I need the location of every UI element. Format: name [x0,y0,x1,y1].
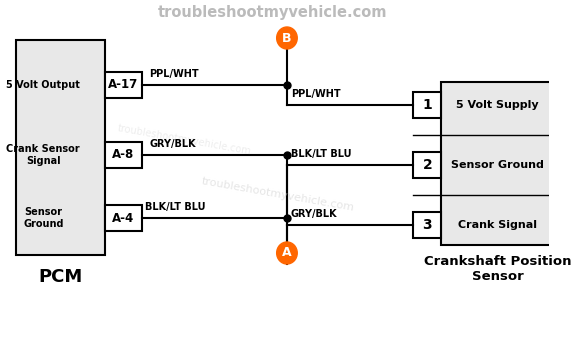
Text: GRY/BLK: GRY/BLK [291,209,338,219]
FancyBboxPatch shape [441,82,553,245]
Text: BLK/LT BLU: BLK/LT BLU [145,202,205,212]
Text: PPL/WHT: PPL/WHT [150,69,199,79]
Text: GRY/BLK: GRY/BLK [150,139,196,149]
Text: Crank Sensor
Signal: Crank Sensor Signal [6,144,80,166]
Text: 3: 3 [422,218,432,232]
Text: A-8: A-8 [112,148,135,161]
Text: BLK/LT BLU: BLK/LT BLU [291,149,351,159]
Text: B: B [282,32,292,44]
FancyBboxPatch shape [413,212,441,238]
Text: Sensor
Ground: Sensor Ground [23,207,64,229]
Text: troubleshootmyvehicle.com: troubleshootmyvehicle.com [200,177,355,214]
Text: PCM: PCM [38,268,82,286]
Text: PPL/WHT: PPL/WHT [291,89,340,99]
Text: troubleshootmyvehicle.com: troubleshootmyvehicle.com [158,6,387,21]
Circle shape [277,242,297,264]
FancyBboxPatch shape [16,40,104,255]
Text: 5 Volt Supply: 5 Volt Supply [456,100,539,110]
Text: A-4: A-4 [112,211,135,224]
FancyBboxPatch shape [104,142,142,168]
Circle shape [277,27,297,49]
FancyBboxPatch shape [104,72,142,98]
Text: 2: 2 [422,158,432,172]
Text: troubleshootmyvehicle.com: troubleshootmyvehicle.com [117,123,252,157]
Text: Sensor Ground: Sensor Ground [451,160,544,170]
FancyBboxPatch shape [413,152,441,178]
Text: A-17: A-17 [108,78,139,91]
Text: Crank Signal: Crank Signal [458,220,537,230]
FancyBboxPatch shape [413,92,441,118]
Text: 1: 1 [422,98,432,112]
Text: 5 Volt Output: 5 Volt Output [6,80,80,90]
Text: A: A [282,246,292,259]
FancyBboxPatch shape [104,205,142,231]
Text: Crankshaft Position
Sensor: Crankshaft Position Sensor [423,255,571,283]
